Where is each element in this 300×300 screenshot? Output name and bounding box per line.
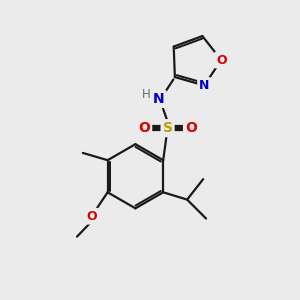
Text: O: O bbox=[138, 121, 150, 135]
Text: S: S bbox=[163, 121, 172, 135]
Text: H: H bbox=[142, 88, 151, 101]
Text: N: N bbox=[153, 92, 165, 106]
Text: O: O bbox=[216, 54, 226, 67]
Text: O: O bbox=[86, 210, 97, 223]
Text: N: N bbox=[199, 79, 209, 92]
Text: O: O bbox=[185, 121, 197, 135]
